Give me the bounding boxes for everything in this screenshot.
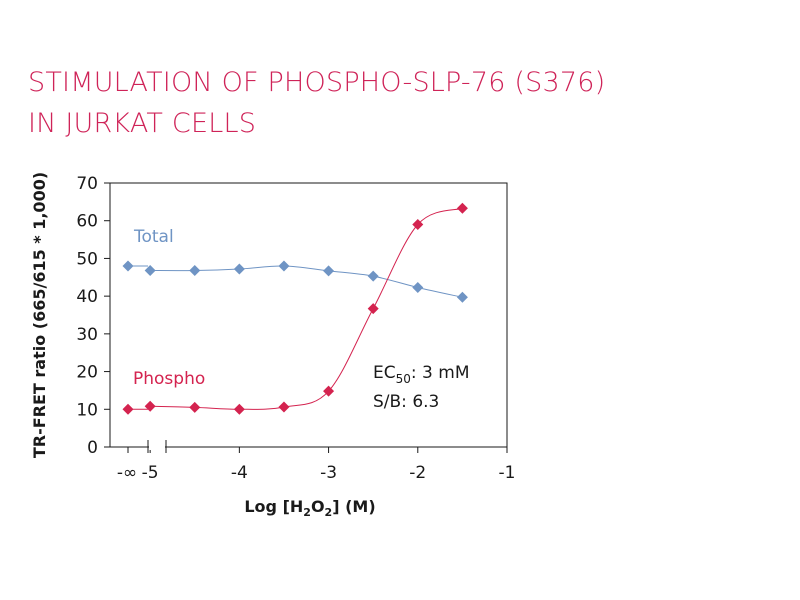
y-tick-label: 30 xyxy=(76,325,98,345)
chart-title-line-1: STIMULATION OF PHOSPHO-SLP-76 (S376) xyxy=(28,67,606,98)
x-axis-title-mid: O xyxy=(311,497,325,516)
phospho-data-point xyxy=(412,218,424,230)
ec50-annotation: EC50: 3 mM xyxy=(373,363,470,386)
total-data-point xyxy=(233,263,245,275)
phospho-fit-curve xyxy=(150,207,463,410)
total-data-point xyxy=(367,270,379,282)
axis-break-gap xyxy=(149,444,165,450)
total-series-points xyxy=(122,260,468,303)
phospho-data-point xyxy=(278,401,290,413)
total-data-point xyxy=(189,264,201,276)
y-tick-label: 60 xyxy=(76,212,98,232)
x-axis-title-pre: Log [H xyxy=(244,497,303,516)
y-axis-title: TR-FRET ratio (665/615 * 1,000) xyxy=(30,172,49,458)
plot-frame xyxy=(109,182,508,448)
x-tick-label: -4 xyxy=(231,463,248,483)
phospho-data-point xyxy=(233,403,245,415)
x-tick-label: -5 xyxy=(142,463,159,483)
phospho-data-point xyxy=(456,202,468,214)
x-axis-title: Log [H2O2] (M) xyxy=(244,497,375,519)
ec50-prefix: EC xyxy=(373,363,396,383)
phospho-data-point xyxy=(189,401,201,413)
series-label-total: Total xyxy=(133,227,174,247)
ec50-subscript: 50 xyxy=(396,372,411,386)
y-tick-label: 10 xyxy=(76,400,98,420)
sb-annotation: S/B: 6.3 xyxy=(373,392,439,412)
x-tick-label-neg-infinity: -∞ xyxy=(117,463,137,483)
phospho-series-points xyxy=(122,202,468,415)
chart-title: STIMULATION OF PHOSPHO-SLP-76 (S376) IN … xyxy=(28,62,728,144)
phospho-data-point xyxy=(323,385,335,397)
x-axis-title-sub2: 2 xyxy=(325,506,333,519)
y-tick-label: 50 xyxy=(76,249,98,269)
x-tick-label: -3 xyxy=(320,463,337,483)
x-axis: -5 -4 -3 -2 -1 xyxy=(142,447,516,483)
chart-title-line-2: IN JURKAT CELLS xyxy=(28,108,257,139)
y-tick-label: 70 xyxy=(76,174,98,194)
y-tick-label: 0 xyxy=(87,438,98,458)
y-axis: 0 10 20 30 40 50 60 70 xyxy=(76,174,110,458)
total-data-point xyxy=(323,265,335,277)
x-tick-label: -2 xyxy=(409,463,426,483)
y-tick-label: 40 xyxy=(76,287,98,307)
x-tick-label: -1 xyxy=(499,463,516,483)
total-data-point xyxy=(412,281,424,293)
total-data-point xyxy=(144,264,156,276)
phospho-data-point xyxy=(367,303,379,315)
ec50-value: : 3 mM xyxy=(411,363,470,383)
total-data-point xyxy=(456,291,468,303)
total-data-point-zero-dose xyxy=(122,260,134,272)
x-axis-title-sub1: 2 xyxy=(303,506,311,519)
phospho-data-point-zero-dose xyxy=(122,403,134,415)
y-tick-label: 20 xyxy=(76,363,98,383)
series-label-phospho: Phospho xyxy=(133,369,205,389)
phospho-data-point xyxy=(144,400,156,412)
total-data-point xyxy=(278,260,290,272)
x-axis-title-post: ] (M) xyxy=(332,497,375,516)
